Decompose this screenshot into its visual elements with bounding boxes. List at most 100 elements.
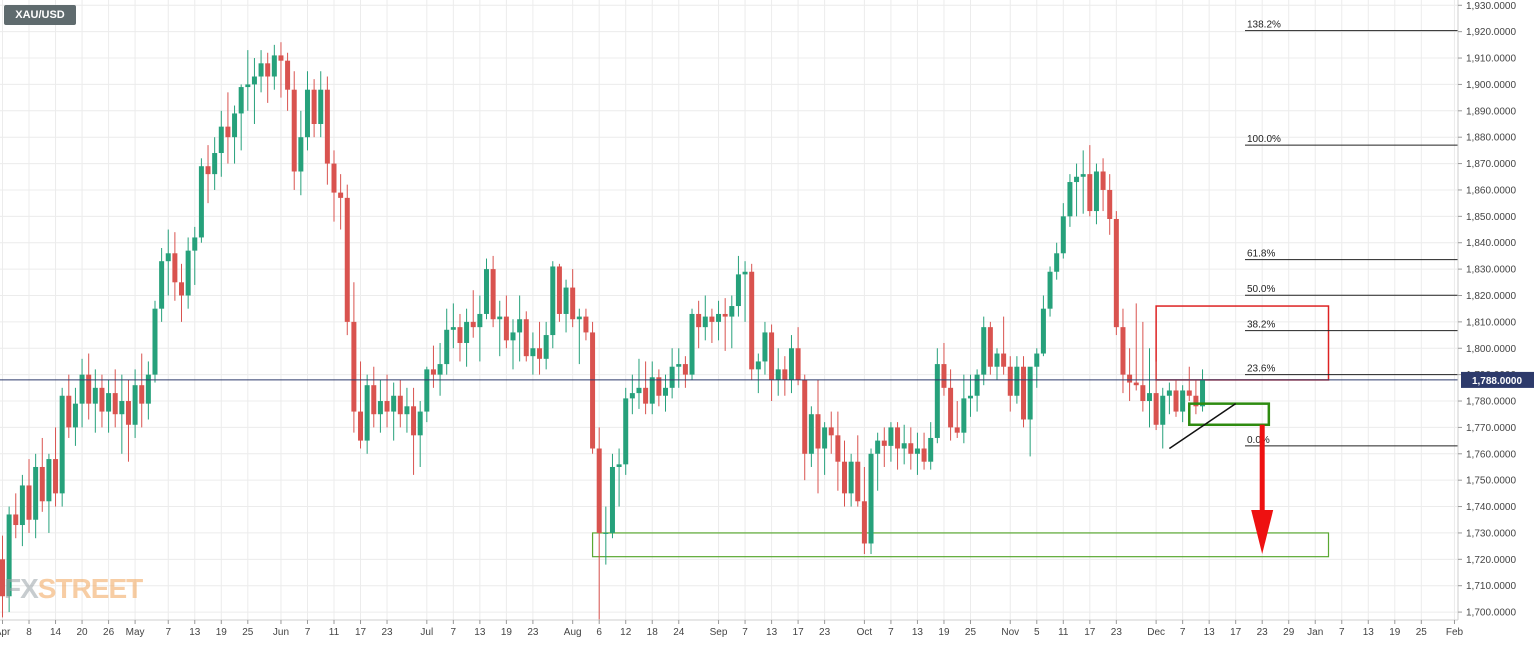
candle-body xyxy=(1160,395,1166,425)
candle xyxy=(1021,356,1027,428)
candle xyxy=(623,387,629,475)
candle-body xyxy=(26,485,32,520)
x-tick-label: 23 xyxy=(1111,627,1123,638)
candle xyxy=(26,459,32,533)
candle xyxy=(961,374,967,444)
candle xyxy=(735,255,741,317)
candle-body xyxy=(689,313,695,375)
x-tick-label: 17 xyxy=(355,627,367,638)
candle-body xyxy=(497,316,503,320)
candle-body xyxy=(709,316,715,322)
x-tick-label: 25 xyxy=(965,627,977,638)
candle xyxy=(198,158,204,243)
candle xyxy=(590,321,596,454)
candle xyxy=(563,279,569,333)
y-tick-label: 1,860.0000 xyxy=(1466,185,1516,196)
candle xyxy=(417,401,423,467)
candle xyxy=(901,424,907,465)
candle xyxy=(576,308,582,365)
candle xyxy=(185,237,191,309)
candle-body xyxy=(1021,366,1027,420)
y-tick-label: 1,910.0000 xyxy=(1466,54,1516,65)
candle xyxy=(861,466,867,555)
candle-body xyxy=(225,126,231,138)
fib-label: 38.2% xyxy=(1247,320,1275,331)
candle xyxy=(152,300,158,383)
candle xyxy=(795,327,801,386)
annotation-rectangle xyxy=(1188,402,1271,427)
candle-body xyxy=(145,374,151,404)
candle-body xyxy=(808,414,814,454)
candle xyxy=(755,353,761,394)
candle xyxy=(1060,203,1066,259)
candle xyxy=(1180,385,1186,423)
candle-body xyxy=(1007,366,1013,396)
x-tick-label: 25 xyxy=(1416,627,1428,638)
candle xyxy=(1054,242,1060,280)
candle-body xyxy=(331,163,337,193)
candle-body xyxy=(981,327,987,375)
candle xyxy=(868,448,874,555)
candle-body xyxy=(537,348,543,359)
candle xyxy=(1040,295,1046,357)
candle xyxy=(384,374,390,428)
candle xyxy=(99,374,105,428)
candle xyxy=(1047,266,1053,317)
candle xyxy=(324,76,330,185)
candle xyxy=(636,358,642,409)
candle xyxy=(477,295,483,362)
candle-body xyxy=(510,332,516,341)
candle-body xyxy=(404,406,410,415)
current-price-label: 1,788.0000 xyxy=(1472,376,1522,387)
candle xyxy=(6,506,12,613)
candle-body xyxy=(1127,374,1133,383)
trendline xyxy=(1168,403,1237,450)
candle-body xyxy=(643,387,649,404)
candle xyxy=(291,71,297,190)
candle-body xyxy=(205,166,211,175)
candle xyxy=(1140,321,1146,412)
candle xyxy=(729,295,735,349)
candle-body xyxy=(1200,379,1206,407)
candle xyxy=(1166,382,1172,415)
candle-body xyxy=(291,89,297,172)
candle xyxy=(835,411,841,491)
candle-body xyxy=(503,316,509,341)
candle-body xyxy=(232,113,238,138)
current-price-badge xyxy=(1461,371,1534,388)
candle-body xyxy=(198,166,204,238)
candle-body xyxy=(1027,366,1033,420)
x-tick-label: 14 xyxy=(50,627,62,638)
candle xyxy=(331,150,337,222)
x-tick-label: 18 xyxy=(647,627,659,638)
candle-body xyxy=(0,559,5,597)
x-tick-label: 19 xyxy=(501,627,513,638)
candle xyxy=(245,50,251,111)
candle xyxy=(775,348,781,396)
candle-body xyxy=(570,287,576,320)
candle-body xyxy=(1180,390,1186,412)
candle xyxy=(941,342,947,396)
candle xyxy=(656,369,662,407)
x-tick-label: 11 xyxy=(329,627,340,638)
candle xyxy=(311,79,317,138)
candle-body xyxy=(861,501,867,544)
candle-body xyxy=(735,274,741,307)
x-tick-label: 13 xyxy=(766,627,778,638)
candle xyxy=(145,361,151,420)
y-tick-label: 1,770.0000 xyxy=(1466,423,1516,434)
candle xyxy=(716,300,722,341)
candle xyxy=(497,300,503,357)
candle xyxy=(218,110,224,177)
candle xyxy=(53,427,59,507)
candle-body xyxy=(742,271,748,275)
y-tick-label: 1,880.0000 xyxy=(1466,133,1516,144)
candle xyxy=(749,263,755,380)
candle xyxy=(391,382,397,441)
candle-body xyxy=(112,393,118,415)
candle xyxy=(397,379,403,428)
candle xyxy=(550,261,556,349)
y-tick-label: 1,720.0000 xyxy=(1466,555,1516,566)
